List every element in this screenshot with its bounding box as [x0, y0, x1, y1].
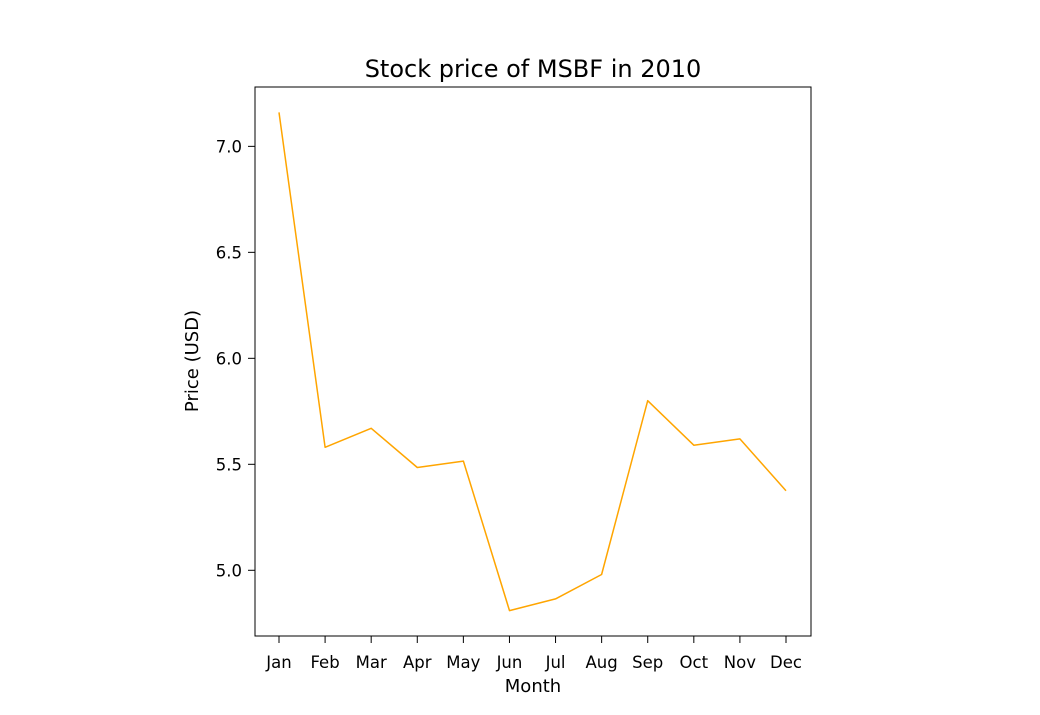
x-tick-label: Nov [724, 653, 756, 672]
y-tick-label: 5.0 [216, 561, 242, 580]
plot-area [278, 112, 787, 612]
y-axis-ticks: 5.0 5.5 6.0 6.5 7.0 [216, 137, 255, 580]
x-tick-label: Mar [356, 653, 387, 672]
x-tick-label: Apr [403, 653, 432, 672]
x-tick-label: Feb [310, 653, 339, 672]
y-tick-label: 6.5 [216, 243, 242, 262]
y-tick-label: 6.0 [216, 349, 242, 368]
x-tick-label: Dec [770, 653, 802, 672]
x-tick-label: Oct [680, 653, 709, 672]
plot-frame [254, 86, 812, 637]
x-tick-label: Sep [632, 653, 663, 672]
chart-title: Stock price of MSBF in 2010 [365, 55, 702, 83]
x-axis-label: Month [505, 676, 561, 697]
y-tick-label: 5.5 [216, 455, 242, 474]
y-axis-label: Price (USD) [182, 310, 203, 412]
x-tick-label: May [446, 653, 480, 672]
x-tick-label: Jun [496, 653, 523, 672]
x-tick-label: Jan [265, 653, 291, 672]
x-tick-label: Jul [545, 653, 566, 672]
x-tick-label: Aug [586, 653, 618, 672]
x-axis-ticks: Jan Feb Mar Apr May Jun Jul Aug Sep Oct Nov Dec [265, 636, 802, 672]
series-line-0 [278, 112, 787, 612]
y-tick-label: 7.0 [216, 137, 242, 156]
